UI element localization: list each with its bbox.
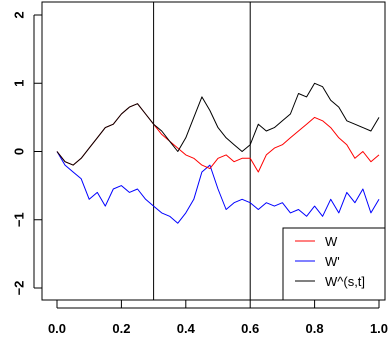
x-tick-label: 1.0 [370,321,388,336]
legend-box [282,227,386,301]
y-tick-label: −2 [11,281,26,296]
x-tick-label: 0.8 [306,321,324,336]
y-tick-label: 2 [11,11,26,18]
legend-label-1: W' [325,254,340,269]
y-tick-label: 1 [11,80,26,87]
y-tick-label: −1 [11,212,26,227]
legend-label-2: W^(s,t] [325,274,365,289]
series-line-1 [56,151,380,224]
x-tick-label: 0.2 [112,321,130,336]
y-tick-label: 0 [11,148,26,155]
legend-label-0: W [325,234,338,249]
x-tick-label: 0.4 [177,321,196,336]
x-tick-label: 0.0 [48,321,66,336]
series-line-2 [56,82,380,166]
x-tick-label: 0.6 [241,321,259,336]
series-line-0 [56,103,380,173]
